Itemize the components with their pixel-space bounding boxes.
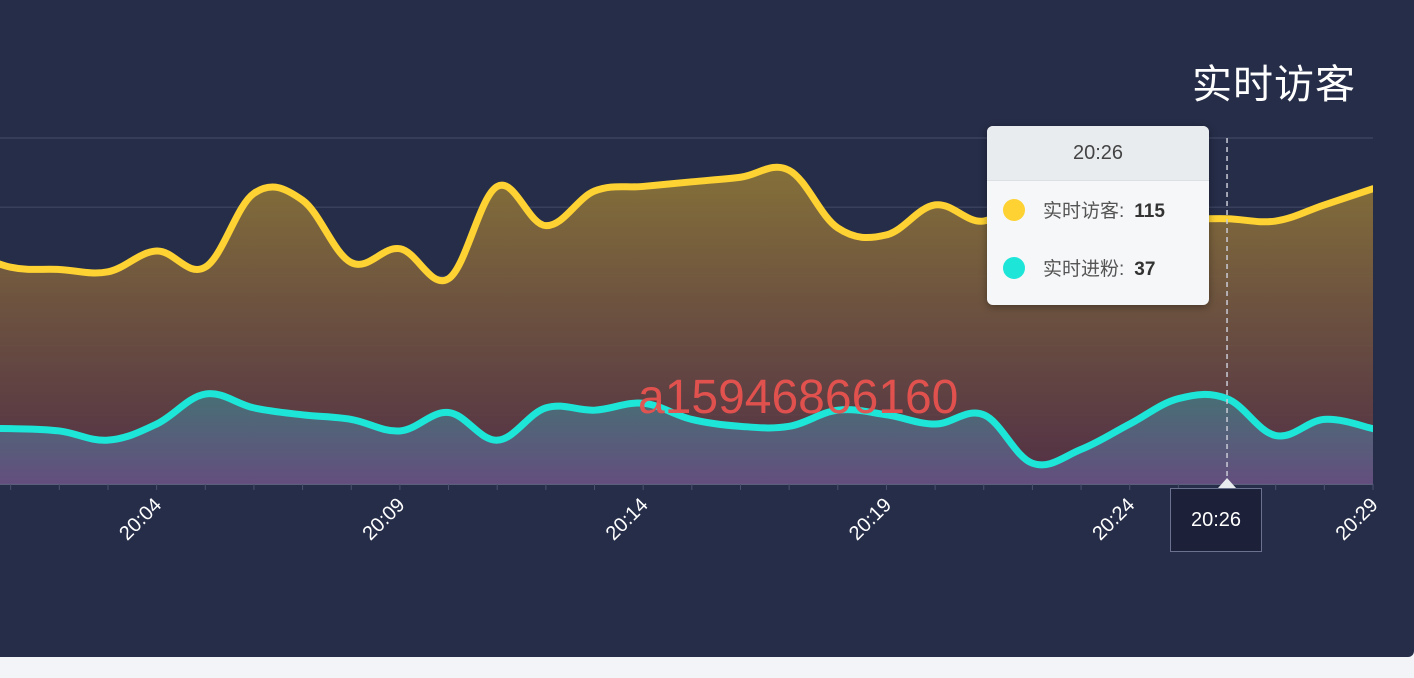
- chart-title: 实时访客: [1192, 63, 1356, 107]
- tooltip-time: 20:26: [987, 126, 1209, 181]
- watermark: a15946866160: [638, 371, 959, 424]
- visitors-legend-dot-icon: [1003, 198, 1025, 221]
- x-tick-label: 20:04: [115, 494, 166, 545]
- fans-line: [0, 390, 1373, 469]
- axis-pointer-label: 20:26: [1170, 488, 1262, 552]
- fans-legend-dot-icon: [1003, 256, 1025, 279]
- tooltip-row-fans: 实时进粉: 37: [1003, 255, 1155, 285]
- x-tick-label: 20:24: [1088, 494, 1139, 545]
- x-tick-label: 20:09: [358, 494, 409, 545]
- tooltip: 20:26 实时访客: 115 实时进粉: 37: [987, 126, 1209, 305]
- x-tick-label: 20:14: [602, 494, 653, 545]
- tooltip-visitors-value: 115: [1134, 201, 1165, 222]
- line-chart: 20:04 20:09 20:14 20:19 20:24 20:29: [0, 137, 1383, 545]
- fans-area: [0, 393, 1373, 484]
- tooltip-fans-label: 实时进粉:: [1043, 259, 1125, 280]
- tooltip-fans-value: 37: [1134, 259, 1156, 280]
- axis-pointer-arrow-icon: [1218, 478, 1237, 488]
- x-tick-label: 20:29: [1332, 494, 1383, 545]
- tooltip-row-visitors: 实时访客: 115: [1003, 197, 1165, 227]
- chart-panel: 实时访客 20:04 20:09 20:14 20:19 20:24 20:29 a159…: [0, 0, 1414, 657]
- tooltip-visitors-label: 实时访客:: [1043, 201, 1125, 222]
- x-tick-label: 20:19: [845, 494, 896, 545]
